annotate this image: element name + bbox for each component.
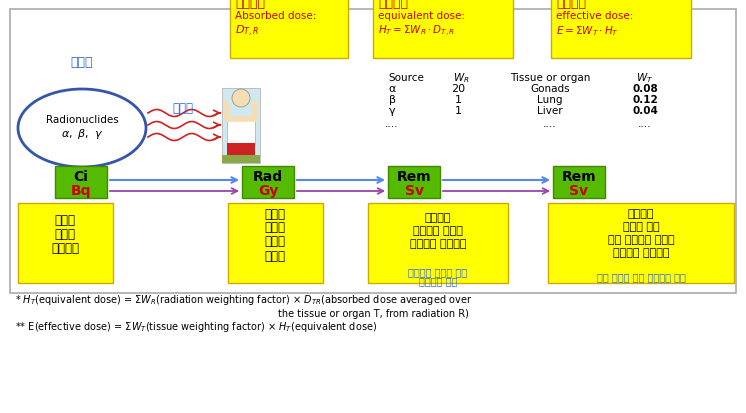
Text: Radionuclides: Radionuclides [46, 115, 119, 125]
Text: $E = \Sigma W_T \cdot H_T$: $E = \Sigma W_T \cdot H_T$ [556, 24, 619, 38]
Text: Sv: Sv [404, 183, 424, 197]
Text: 흡수한: 흡수한 [265, 221, 286, 234]
Bar [227, 118, 255, 146]
Text: 방사선의: 방사선의 [424, 212, 451, 223]
Text: 방사능: 방사능 [71, 55, 93, 68]
Text: ....: .... [385, 119, 399, 129]
Text: 인체 조직에 따라 가중치가 다름: 인체 조직에 따라 가중치가 다름 [597, 271, 686, 281]
Text: 유효선량: 유효선량 [556, 0, 586, 9]
Circle shape [232, 90, 250, 108]
Text: 위험 정도까지 고려한: 위험 정도까지 고려한 [608, 235, 674, 244]
Text: γ: γ [389, 106, 395, 116]
Text: $H_T = \Sigma W_R \cdot D_{T,R}$: $H_T = \Sigma W_R \cdot D_{T,R}$ [378, 24, 455, 38]
Text: Sv: Sv [569, 183, 589, 197]
Bar [227, 144, 255, 156]
Bar [548, 204, 734, 283]
Text: $D_{T,R}$: $D_{T,R}$ [235, 24, 259, 38]
Text: ....: .... [543, 119, 557, 129]
Text: 방사능: 방사능 [265, 235, 286, 248]
Text: 가중치가 다름: 가중치가 다름 [419, 275, 457, 285]
Text: Lung: Lung [537, 95, 562, 105]
Bar [228, 204, 323, 283]
Bar [222, 89, 260, 164]
Text: 인체내의: 인체내의 [627, 209, 654, 218]
Text: 시간당: 시간당 [54, 214, 75, 227]
Text: 생물학적 손상정도: 생물학적 손상정도 [410, 238, 466, 248]
Text: ** E(effective dose) = $\Sigma W_T$(tissue weighting factor) $\times$ $H_T$(equi: ** E(effective dose) = $\Sigma W_T$(tiss… [15, 319, 377, 333]
Text: Rad: Rad [253, 170, 283, 183]
Text: the tissue or organ T, from radiation R): the tissue or organ T, from radiation R) [278, 308, 468, 318]
Text: β: β [389, 95, 395, 105]
Text: 0.08: 0.08 [632, 84, 658, 94]
Text: Gonads: Gonads [530, 84, 570, 94]
Text: Rem: Rem [397, 170, 431, 183]
Bar [368, 204, 508, 283]
Text: 조직에 따른: 조직에 따른 [623, 221, 659, 231]
Text: Source: Source [388, 73, 424, 83]
Bar [55, 166, 107, 199]
Text: Liver: Liver [537, 106, 562, 116]
Text: 가중인자 고려한: 가중인자 고려한 [413, 225, 463, 235]
Text: $W_T$: $W_T$ [636, 71, 653, 85]
Text: α: α [389, 84, 395, 94]
Bar [242, 166, 294, 199]
Text: 등가선량: 등가선량 [378, 0, 408, 9]
Text: 20: 20 [451, 84, 465, 94]
Bar [18, 204, 113, 283]
Text: 질량당: 질량당 [265, 207, 286, 220]
Bar [10, 10, 736, 293]
Text: 붕괴횟수: 붕괴횟수 [51, 242, 79, 255]
Text: 방사능: 방사능 [54, 228, 75, 241]
Bar [551, 0, 691, 59]
Text: * $H_T$(equivalent dose) = $\Sigma W_R$(radiation weighting factor) $\times$ $D_: * $H_T$(equivalent dose) = $\Sigma W_R$(… [15, 292, 472, 306]
Bar [388, 166, 440, 199]
Bar [222, 156, 260, 164]
Bar [230, 0, 348, 59]
Text: 0.12: 0.12 [632, 95, 658, 105]
Bar [553, 166, 605, 199]
Text: Bq: Bq [71, 183, 91, 197]
Text: effective dose:: effective dose: [556, 11, 633, 21]
Bar [373, 0, 513, 59]
Ellipse shape [18, 90, 146, 168]
Text: ....: .... [639, 119, 652, 129]
Text: $W_R$: $W_R$ [453, 71, 470, 85]
Text: 흡수선량: 흡수선량 [235, 0, 265, 9]
Text: 1: 1 [454, 95, 462, 105]
Text: 방사선: 방사선 [172, 102, 193, 115]
Text: 에너지: 에너지 [265, 249, 286, 262]
Text: $\alpha,\ \beta,\ \gamma$: $\alpha,\ \beta,\ \gamma$ [61, 127, 103, 141]
Text: 방사선의 종류에 따라: 방사선의 종류에 따라 [409, 266, 468, 276]
Text: 0.04: 0.04 [632, 106, 658, 116]
Text: Tissue or organ: Tissue or organ [510, 73, 590, 83]
Text: Gy: Gy [258, 183, 278, 197]
Text: Rem: Rem [562, 170, 596, 183]
Text: 1: 1 [454, 106, 462, 116]
Text: Ci: Ci [74, 170, 89, 183]
Text: Absorbed dose:: Absorbed dose: [235, 11, 316, 21]
Text: equivalent dose:: equivalent dose: [378, 11, 465, 21]
Text: 생물학적 손상정도: 생물학적 손상정도 [612, 247, 669, 257]
